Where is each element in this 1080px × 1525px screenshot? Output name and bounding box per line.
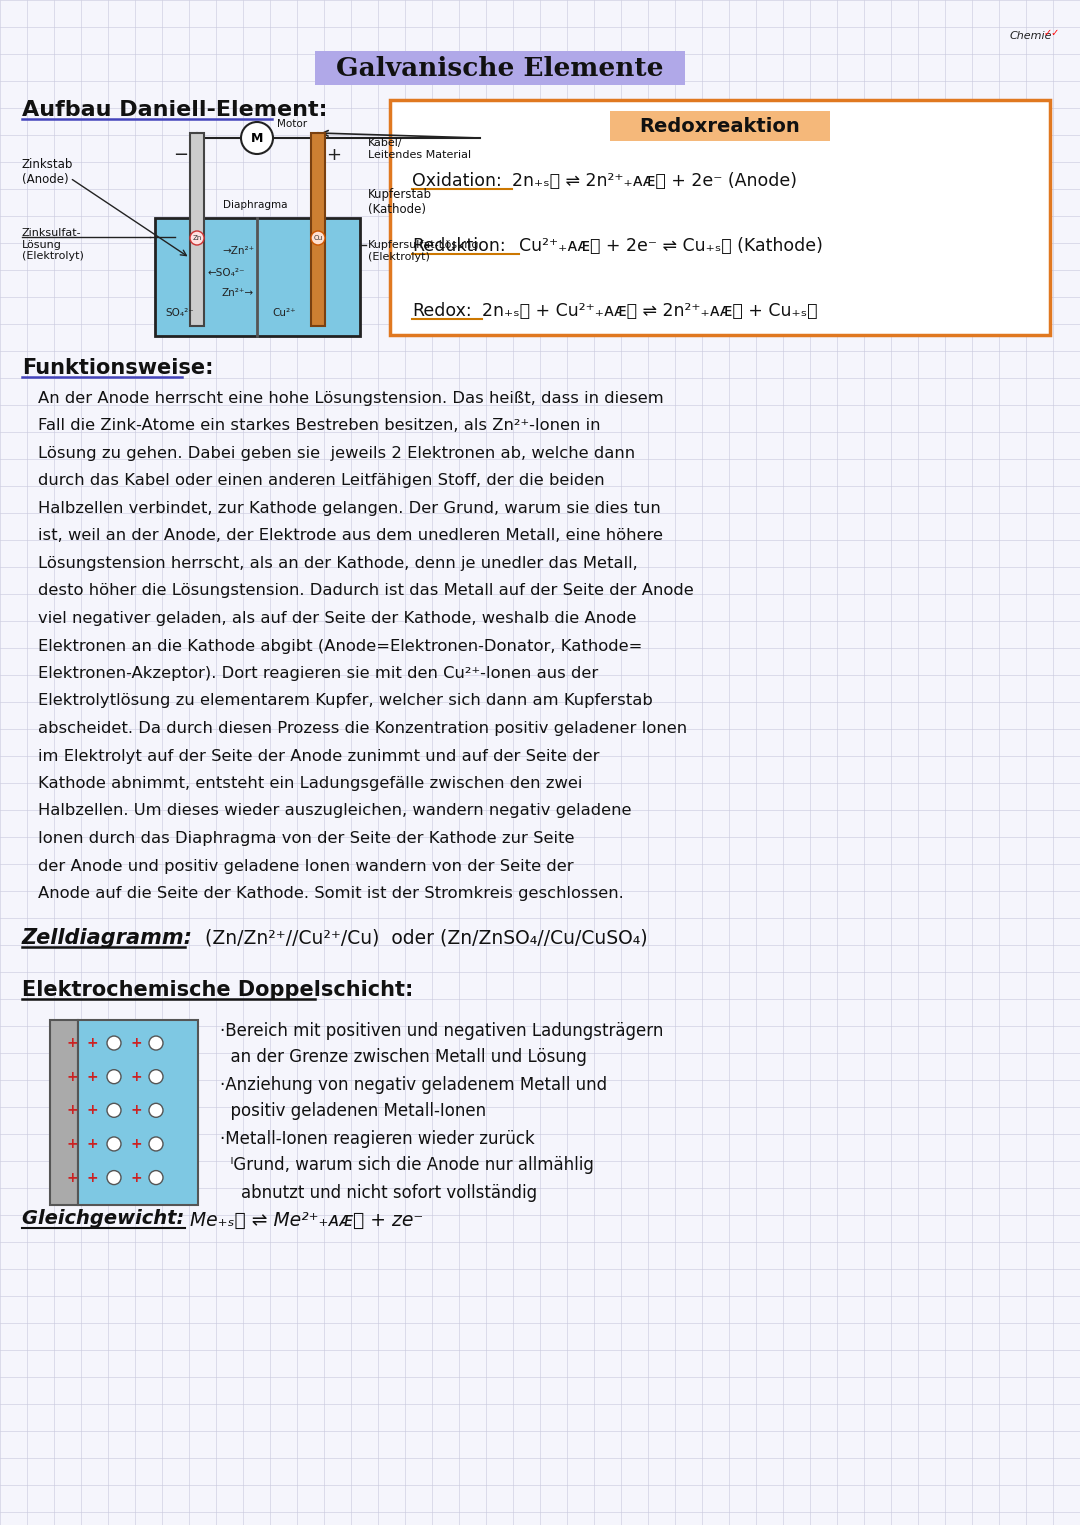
Text: Elektrolytlösung zu elementarem Kupfer, welcher sich dann am Kupferstab: Elektrolytlösung zu elementarem Kupfer, … bbox=[38, 694, 652, 709]
Text: Cu²⁺₊ᴀᴁ⧸ + 2e⁻ ⇌ Cu₊ₛ⧸ (Kathode): Cu²⁺₊ᴀᴁ⧸ + 2e⁻ ⇌ Cu₊ₛ⧸ (Kathode) bbox=[519, 236, 823, 255]
Text: Chemie: Chemie bbox=[1010, 30, 1053, 41]
Text: Me₊ₛ⧸ ⇌ Me²⁺₊ᴀᴁ⧸ + ze⁻: Me₊ₛ⧸ ⇌ Me²⁺₊ᴀᴁ⧸ + ze⁻ bbox=[190, 1211, 423, 1229]
Text: ·Metall-Ionen reagieren wieder zurück: ·Metall-Ionen reagieren wieder zurück bbox=[220, 1130, 535, 1147]
Text: −: − bbox=[174, 146, 189, 165]
Text: im Elektrolyt auf der Seite der Anode zunimmt und auf der Seite der: im Elektrolyt auf der Seite der Anode zu… bbox=[38, 749, 599, 764]
Text: (Zn/Zn²⁺//Cu²⁺/Cu)  oder (Zn/ZnSO₄//Cu/CuSO₄): (Zn/Zn²⁺//Cu²⁺/Cu) oder (Zn/ZnSO₄//Cu/Cu… bbox=[205, 929, 648, 947]
Text: 2n₊ₛ⧸ ⇌ 2n²⁺₊ᴀᴁ⧸ + 2e⁻ (Anode): 2n₊ₛ⧸ ⇌ 2n²⁺₊ᴀᴁ⧸ + 2e⁻ (Anode) bbox=[512, 172, 797, 191]
Text: ·Anziehung von negativ geladenem Metall und: ·Anziehung von negativ geladenem Metall … bbox=[220, 1075, 607, 1093]
Text: +: + bbox=[131, 1069, 141, 1084]
Text: Zinkstab
(Anode): Zinkstab (Anode) bbox=[22, 159, 73, 186]
Text: +: + bbox=[131, 1103, 141, 1118]
Text: Gleichgewicht:: Gleichgewicht: bbox=[22, 1209, 191, 1229]
Text: Elektronen an die Kathode abgibt (Anode=Elektronen-Donator, Kathode=: Elektronen an die Kathode abgibt (Anode=… bbox=[38, 639, 643, 654]
Text: ist, weil an der Anode, der Elektrode aus dem unedleren Metall, eine höhere: ist, weil an der Anode, der Elektrode au… bbox=[38, 529, 663, 543]
Circle shape bbox=[149, 1138, 163, 1151]
Text: Cu: Cu bbox=[313, 235, 323, 241]
Text: Cu²⁺: Cu²⁺ bbox=[272, 308, 296, 319]
Text: der Anode und positiv geladene Ionen wandern von der Seite der: der Anode und positiv geladene Ionen wan… bbox=[38, 859, 573, 874]
Text: Zelldiagramm:: Zelldiagramm: bbox=[22, 927, 193, 947]
Text: +: + bbox=[326, 146, 341, 165]
Text: 2n₊ₛ⧸ + Cu²⁺₊ᴀᴁ⧸ ⇌ 2n²⁺₊ᴀᴁ⧸ + Cu₊ₛ⧸: 2n₊ₛ⧸ + Cu²⁺₊ᴀᴁ⧸ ⇌ 2n²⁺₊ᴀᴁ⧸ + Cu₊ₛ⧸ bbox=[482, 302, 818, 320]
Circle shape bbox=[107, 1103, 121, 1118]
Text: Fall die Zink-Atome ein starkes Bestreben besitzen, als Zn²⁺-Ionen in: Fall die Zink-Atome ein starkes Bestrebe… bbox=[38, 418, 600, 433]
Text: abscheidet. Da durch diesen Prozess die Konzentration positiv geladener Ionen: abscheidet. Da durch diesen Prozess die … bbox=[38, 721, 687, 737]
Text: Kupferstab
(Kathode): Kupferstab (Kathode) bbox=[368, 188, 432, 217]
Text: Aufbau Daniell-Element:: Aufbau Daniell-Element: bbox=[22, 101, 327, 120]
Text: Halbzellen verbindet, zur Kathode gelangen. Der Grund, warum sie dies tun: Halbzellen verbindet, zur Kathode gelang… bbox=[38, 502, 661, 515]
Text: +: + bbox=[86, 1138, 98, 1151]
Text: Ionen durch das Diaphragma von der Seite der Kathode zur Seite: Ionen durch das Diaphragma von der Seite… bbox=[38, 831, 575, 846]
Bar bbox=[190, 133, 204, 326]
Text: positiv geladenen Metall-Ionen: positiv geladenen Metall-Ionen bbox=[220, 1103, 486, 1121]
Text: viel negativer geladen, als auf der Seite der Kathode, weshalb die Anode: viel negativer geladen, als auf der Seit… bbox=[38, 612, 636, 625]
Text: an der Grenze zwischen Metall und Lösung: an der Grenze zwischen Metall und Lösung bbox=[220, 1049, 586, 1066]
Text: +: + bbox=[131, 1138, 141, 1151]
Text: ·Bereich mit positiven und negativen Ladungsträgern: ·Bereich mit positiven und negativen Lad… bbox=[220, 1022, 663, 1040]
Text: +: + bbox=[66, 1103, 78, 1118]
Text: +: + bbox=[86, 1171, 98, 1185]
Text: Funktionsweise:: Funktionsweise: bbox=[22, 358, 214, 378]
Text: Elektronen-Akzeptor). Dort reagieren sie mit den Cu²⁺-Ionen aus der: Elektronen-Akzeptor). Dort reagieren sie… bbox=[38, 666, 598, 682]
Text: durch das Kabel oder einen anderen Leitfähigen Stoff, der die beiden: durch das Kabel oder einen anderen Leitf… bbox=[38, 473, 605, 488]
Text: Motor: Motor bbox=[276, 119, 307, 130]
Circle shape bbox=[149, 1171, 163, 1185]
Text: Diaphragma: Diaphragma bbox=[222, 200, 287, 210]
Circle shape bbox=[241, 122, 273, 154]
Text: +: + bbox=[66, 1069, 78, 1084]
Circle shape bbox=[311, 230, 325, 246]
Text: +: + bbox=[131, 1171, 141, 1185]
Text: ←SO₄²⁻: ←SO₄²⁻ bbox=[207, 268, 244, 278]
Text: Galvanische Elemente: Galvanische Elemente bbox=[336, 55, 664, 81]
Bar bbox=[78, 1020, 198, 1205]
Text: +: + bbox=[86, 1103, 98, 1118]
Circle shape bbox=[190, 230, 204, 246]
Circle shape bbox=[107, 1035, 121, 1051]
Bar bbox=[156, 218, 360, 336]
Text: desto höher die Lösungstension. Dadurch ist das Metall auf der Seite der Anode: desto höher die Lösungstension. Dadurch … bbox=[38, 584, 693, 598]
Circle shape bbox=[149, 1103, 163, 1118]
FancyBboxPatch shape bbox=[610, 111, 831, 140]
Text: M: M bbox=[251, 131, 264, 145]
Circle shape bbox=[107, 1069, 121, 1084]
Circle shape bbox=[149, 1035, 163, 1051]
Text: →Zn²⁺: →Zn²⁺ bbox=[222, 246, 254, 256]
Text: Reduktion:: Reduktion: bbox=[411, 236, 505, 255]
Text: +: + bbox=[66, 1035, 78, 1051]
Text: Anode auf die Seite der Kathode. Somit ist der Stromkreis geschlossen.: Anode auf die Seite der Kathode. Somit i… bbox=[38, 886, 624, 901]
Text: Redoxreaktion: Redoxreaktion bbox=[639, 116, 800, 136]
Text: +: + bbox=[66, 1171, 78, 1185]
Text: Lösung zu gehen. Dabei geben sie  jeweils 2 Elektronen ab, welche dann: Lösung zu gehen. Dabei geben sie jeweils… bbox=[38, 445, 635, 461]
Circle shape bbox=[149, 1069, 163, 1084]
Text: Zn²⁺→: Zn²⁺→ bbox=[222, 288, 254, 297]
Text: Halbzellen. Um dieses wieder auszugleichen, wandern negativ geladene: Halbzellen. Um dieses wieder auszugleich… bbox=[38, 804, 632, 819]
Text: Kupfersulfat-Lösung
(Elektrolyt): Kupfersulfat-Lösung (Elektrolyt) bbox=[368, 239, 480, 262]
Text: Lösungstension herrscht, als an der Kathode, denn je unedler das Metall,: Lösungstension herrscht, als an der Kath… bbox=[38, 557, 638, 570]
Text: Kabel/
Leitendes Material: Kabel/ Leitendes Material bbox=[368, 137, 471, 160]
Text: Zinksulfat-
Lösung
(Elektrolyt): Zinksulfat- Lösung (Elektrolyt) bbox=[22, 229, 84, 261]
Text: ✓✓: ✓✓ bbox=[1044, 27, 1061, 38]
Text: +: + bbox=[66, 1138, 78, 1151]
Text: An der Anode herrscht eine hohe Lösungstension. Das heißt, dass in diesem: An der Anode herrscht eine hohe Lösungst… bbox=[38, 390, 664, 406]
FancyBboxPatch shape bbox=[315, 50, 685, 85]
Text: Oxidation:: Oxidation: bbox=[411, 172, 502, 191]
Text: +: + bbox=[86, 1035, 98, 1051]
Bar bbox=[50, 1020, 78, 1205]
Text: Elektrochemische Doppelschicht:: Elektrochemische Doppelschicht: bbox=[22, 979, 414, 999]
FancyBboxPatch shape bbox=[390, 101, 1050, 336]
Text: ˡGrund, warum sich die Anode nur allmählig: ˡGrund, warum sich die Anode nur allmähl… bbox=[220, 1156, 594, 1174]
Text: +: + bbox=[86, 1069, 98, 1084]
Text: Redox:: Redox: bbox=[411, 302, 472, 320]
Text: Zn: Zn bbox=[192, 235, 202, 241]
Circle shape bbox=[107, 1138, 121, 1151]
Circle shape bbox=[107, 1171, 121, 1185]
Text: Kathode abnimmt, entsteht ein Ladungsgefälle zwischen den zwei: Kathode abnimmt, entsteht ein Ladungsgef… bbox=[38, 776, 582, 791]
Text: SO₄²⁻: SO₄²⁻ bbox=[165, 308, 193, 319]
Bar bbox=[311, 133, 325, 326]
Text: +: + bbox=[131, 1035, 141, 1051]
Text: abnutzt und nicht sofort vollständig: abnutzt und nicht sofort vollständig bbox=[220, 1183, 537, 1202]
